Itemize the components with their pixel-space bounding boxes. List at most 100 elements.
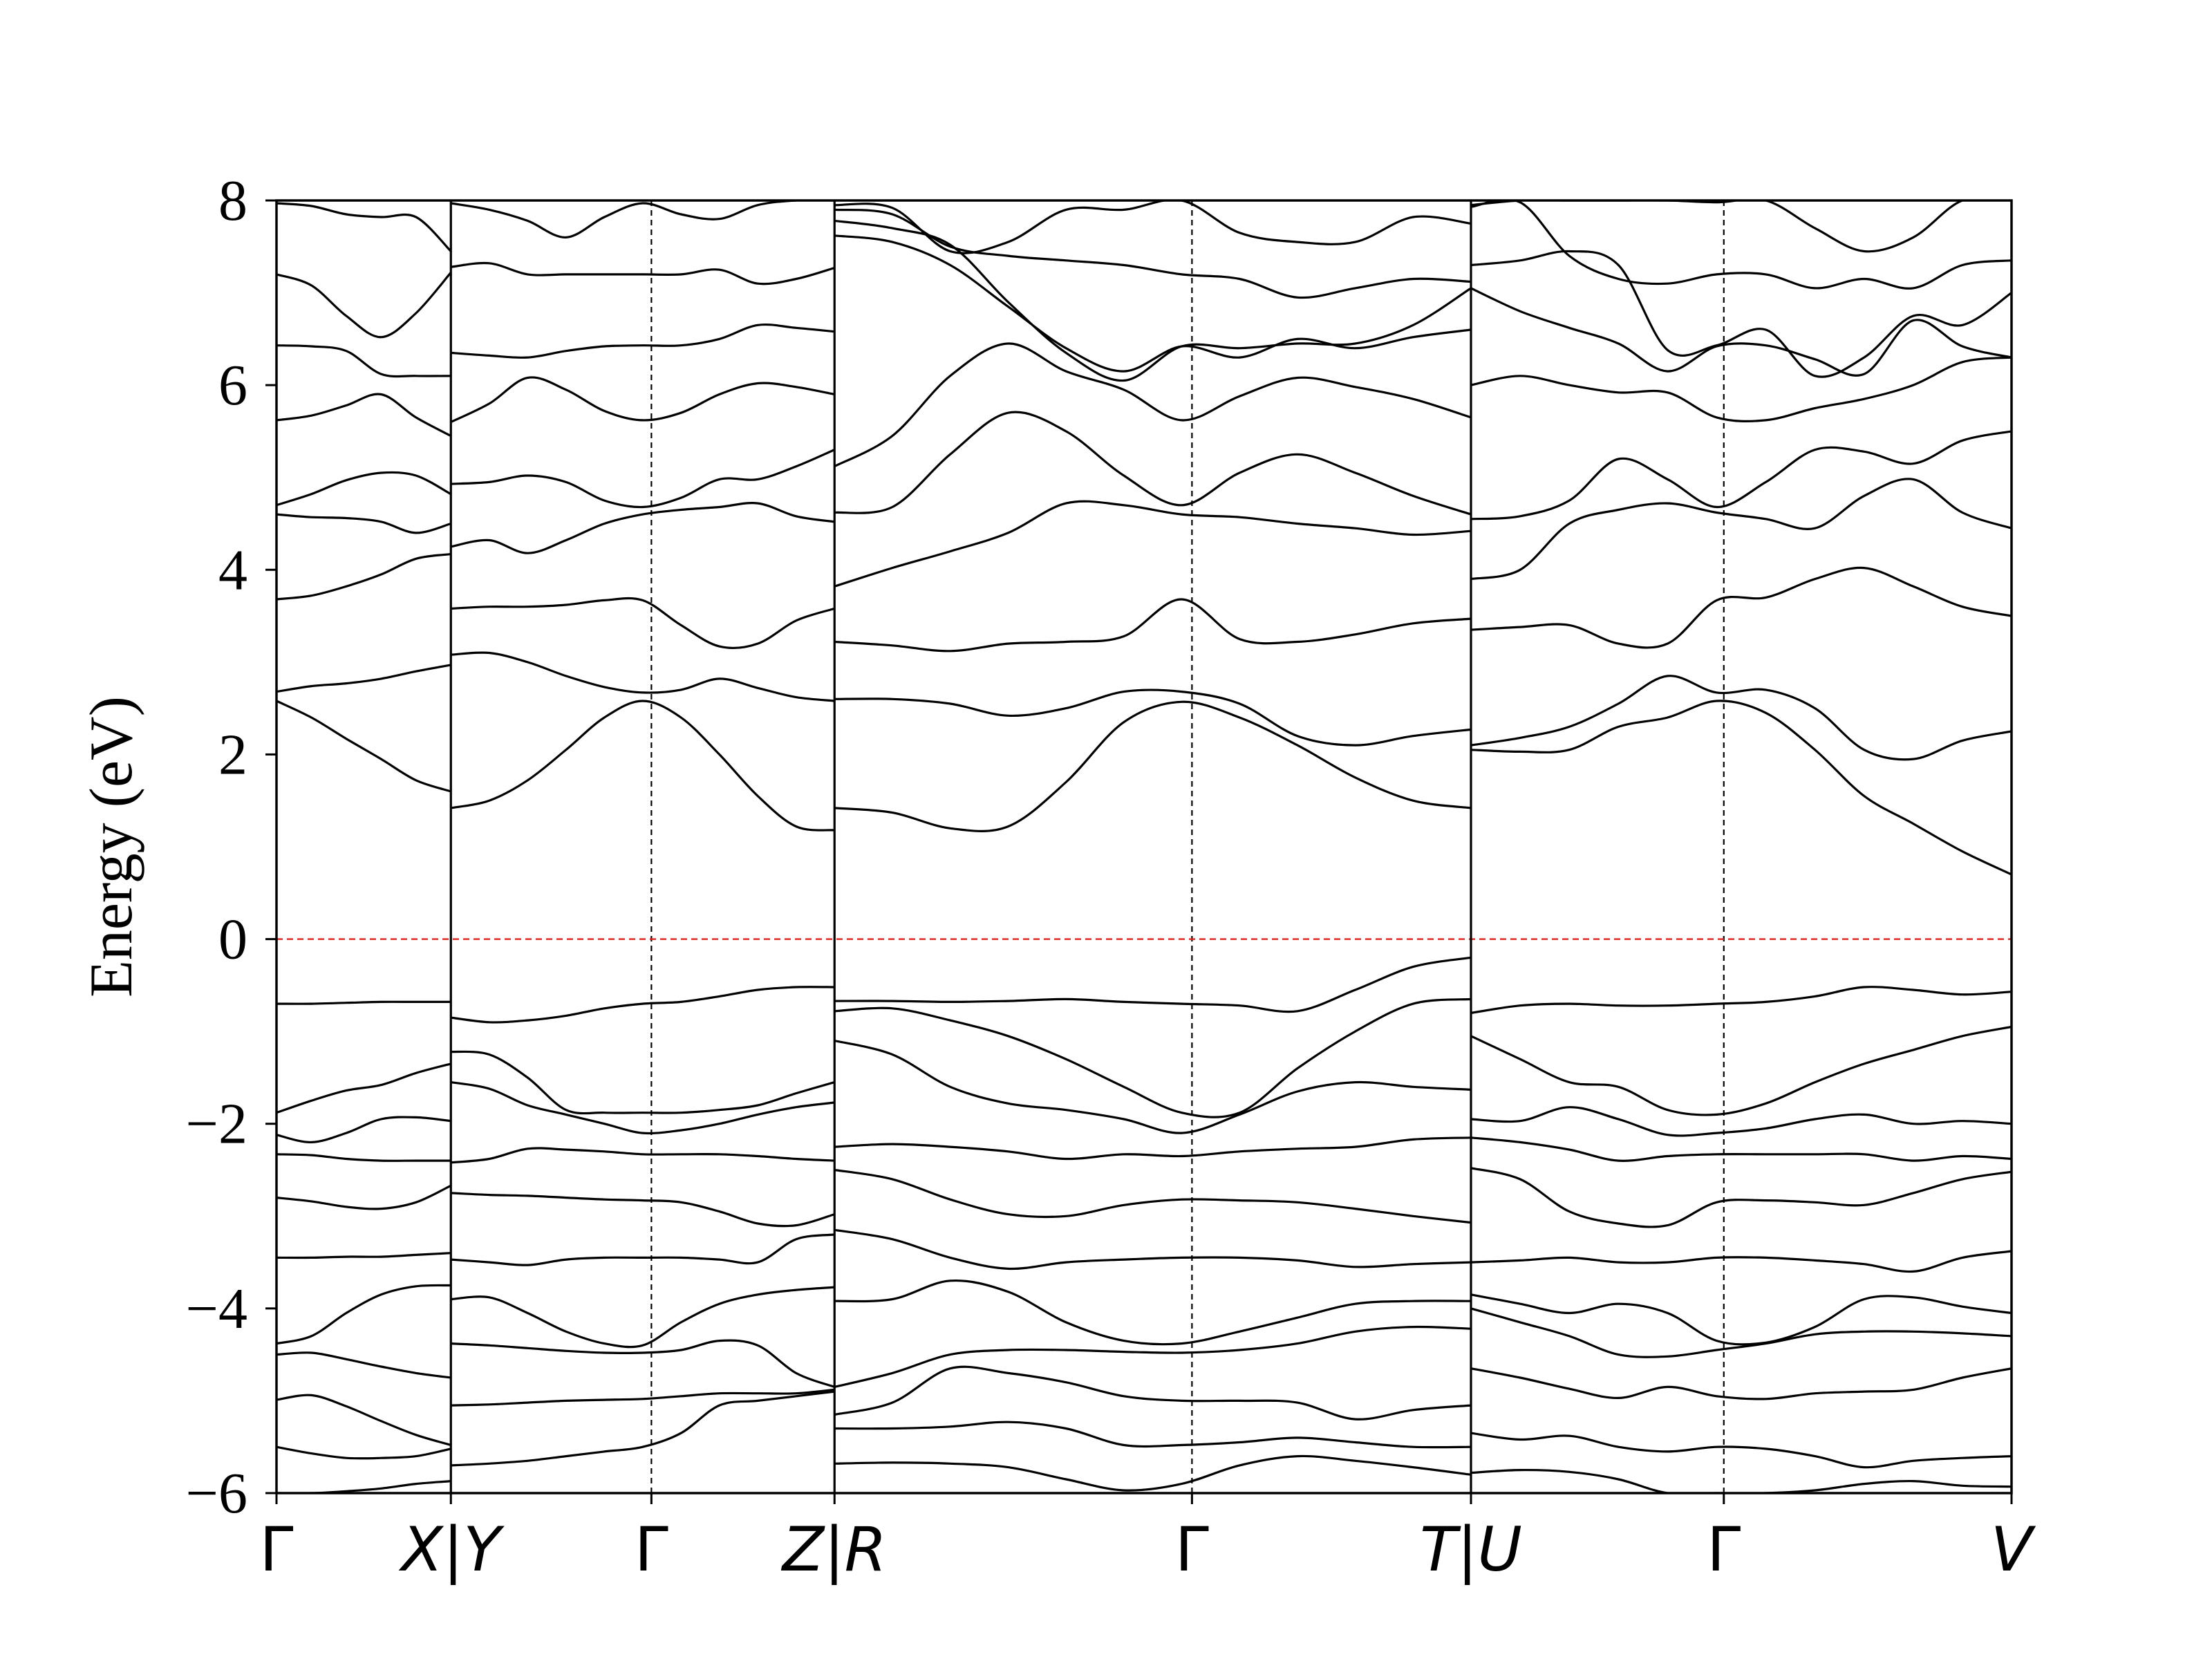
band-line-s3-b5 <box>1470 1250 2012 1273</box>
band-line-s0-b13 <box>276 553 451 601</box>
band-line-s3-b10 <box>1470 986 2012 1014</box>
band-line-s0-b6 <box>276 1184 451 1210</box>
band-line-s1-b9 <box>451 986 835 1024</box>
x-tick-label-7: V <box>1991 1514 2036 1585</box>
y-tick-label-3: 2 <box>218 722 247 787</box>
band-line-s0-b10 <box>276 1000 451 1005</box>
band-line-s0-b7 <box>276 1153 451 1162</box>
band-line-s2-b9 <box>834 997 1472 1118</box>
band-line-s3-b14 <box>1470 478 2012 581</box>
band-line-s1-b16 <box>451 323 835 359</box>
band-line-s2-b3 <box>834 1325 1472 1388</box>
band-line-s0-b2 <box>276 1394 451 1447</box>
symmetry-dashed-lines <box>650 200 1725 1493</box>
band-line-s1-b3 <box>451 1286 835 1349</box>
band-line-s3-b11 <box>1470 700 2012 876</box>
band-line-s1-b7 <box>451 1081 835 1135</box>
band-line-s0-b1 <box>276 1445 451 1460</box>
band-line-s0-b15 <box>276 471 452 507</box>
band-line-s2-b7 <box>834 1136 1472 1161</box>
band-line-s3-b0 <box>1470 1468 2012 1493</box>
x-tick-label-3: Z|R <box>781 1514 887 1586</box>
segment-3 <box>1470 200 2012 1493</box>
x-tick-label-6: Γ <box>1707 1514 1741 1585</box>
x-tick-label-5: T|U <box>1420 1514 1522 1586</box>
band-line-s2-b18 <box>834 219 1472 382</box>
band-line-s1-b14 <box>451 449 835 509</box>
band-line-s0-b17 <box>276 344 451 378</box>
band-line-s0-b0 <box>276 1480 451 1493</box>
band-line-s3-b7 <box>1470 1136 2012 1162</box>
band-line-s0-b19 <box>276 202 452 252</box>
band-line-s0-b16 <box>276 393 452 438</box>
band-line-s2-b8 <box>834 1039 1472 1134</box>
band-line-s1-b12 <box>451 597 835 650</box>
x-tick-label-4: Γ <box>1175 1514 1209 1585</box>
band-line-s2-b12 <box>834 688 1472 747</box>
band-line-s2-b4 <box>834 1279 1472 1346</box>
y-axis-label: Energy (eV) <box>78 696 145 997</box>
band-line-s3-b13 <box>1470 566 2012 649</box>
band-line-s3-b6 <box>1470 1167 2012 1228</box>
y-tick-label-6: −4 <box>186 1277 247 1341</box>
x-tick-label-1: X|Y <box>398 1514 505 1586</box>
band-line-s1-b4 <box>451 1233 835 1266</box>
band-line-s2-b17 <box>834 234 1472 373</box>
y-tick-label-5: −2 <box>186 1092 247 1156</box>
y-tick-label-2: 4 <box>218 538 247 602</box>
band-line-s2-b10 <box>834 956 1472 1013</box>
band-line-s2-b2 <box>834 1365 1472 1421</box>
band-line-s1-b15 <box>450 376 835 424</box>
x-axis-ticks: Γ X|Y Γ Z|R Γ T|U Γ V <box>259 1493 2036 1586</box>
band-line-s2-b0 <box>834 1454 1472 1492</box>
band-line-s1-b6 <box>451 1147 835 1164</box>
band-line-s2-b20 <box>834 200 1472 254</box>
band-line-s0-b4 <box>276 1284 451 1345</box>
band-line-s1-b13 <box>450 502 835 554</box>
band-line-s1-b2 <box>451 1339 835 1388</box>
band-line-s0-b14 <box>276 513 451 534</box>
band-line-s3-b17 <box>1470 287 2012 377</box>
x-tick-label-2: Γ <box>635 1514 668 1585</box>
band-line-s1-b11 <box>451 651 835 702</box>
plot-frame <box>275 199 2013 1494</box>
band-line-s1-b5 <box>451 1192 835 1228</box>
band-line-s2-b13 <box>834 598 1472 653</box>
band-line-s2-b19 <box>834 208 1472 299</box>
x-tick-label-0: Γ <box>259 1514 293 1585</box>
band-line-s2-b14 <box>834 500 1472 588</box>
band-line-s1-b8 <box>451 1050 835 1115</box>
band-line-s1-b18 <box>451 200 835 239</box>
band-line-s0-b3 <box>276 1351 451 1379</box>
band-line-s1-b0 <box>451 1390 835 1467</box>
band-line-s2-b15 <box>834 411 1472 516</box>
band-line-s1-b10 <box>450 700 835 832</box>
y-tick-label-1: 6 <box>218 353 247 418</box>
band-line-s2-b1 <box>834 1421 1472 1449</box>
band-line-s0-b18 <box>276 272 452 339</box>
segment-2 <box>834 200 1472 1492</box>
y-tick-label-0: 8 <box>218 169 247 233</box>
band-line-s0-b8 <box>276 1116 451 1144</box>
band-line-s3-b8 <box>1470 1106 2012 1137</box>
band-line-s0-b9 <box>276 1062 451 1114</box>
band-line-s3-b12 <box>1470 675 2012 761</box>
band-line-s3-b19 <box>1470 200 2012 290</box>
y-tick-label-4: 0 <box>218 908 247 972</box>
band-line-s0-b11 <box>276 700 451 793</box>
band-line-s3-b1 <box>1470 1432 2012 1469</box>
band-line-s2-b16 <box>834 342 1472 468</box>
band-line-s3-b4 <box>1470 1293 2012 1346</box>
band-line-s3-b9 <box>1470 1025 2012 1116</box>
band-line-s2-b6 <box>834 1168 1472 1224</box>
band-line-s2-b11 <box>834 700 1472 832</box>
band-line-s3-b15 <box>1470 430 2012 521</box>
y-tick-label-7: −6 <box>186 1461 247 1526</box>
band-line-s3-b20 <box>1470 200 2012 253</box>
segment-0 <box>276 202 452 1493</box>
band-line-s0-b5 <box>276 1252 451 1259</box>
segment-1 <box>450 200 835 1467</box>
band-line-s1-b1 <box>451 1388 835 1407</box>
segment-break-lines <box>449 200 1472 1493</box>
